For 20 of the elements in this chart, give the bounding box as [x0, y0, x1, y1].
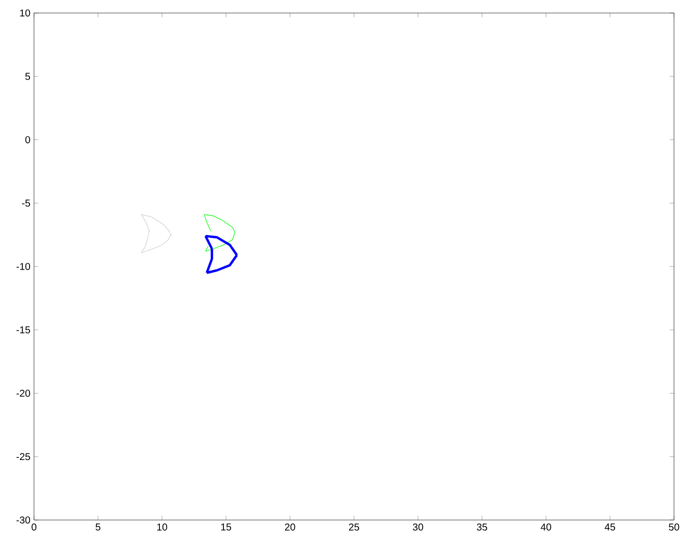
- x-tick-label: 20: [284, 524, 296, 531]
- x-tick-label: 25: [348, 524, 360, 531]
- y-tick-label: -25: [16, 453, 30, 460]
- y-tick-label: -20: [16, 390, 30, 397]
- x-tick-label: 10: [157, 524, 168, 531]
- x-tick-label: 5: [96, 524, 100, 530]
- x-tick-label: 15: [221, 524, 232, 530]
- y-tick-label: -10: [16, 262, 30, 270]
- x-tick-label: 30: [412, 524, 424, 531]
- y-tick-label: -15: [16, 326, 30, 334]
- y-tick-label: 10: [20, 9, 30, 17]
- x-tick-label: 35: [476, 524, 488, 531]
- y-tick-label: 5: [25, 72, 30, 80]
- x-tick-label: 50: [668, 524, 680, 531]
- y-tick-label: 0: [25, 136, 30, 144]
- y-tick-label: -5: [22, 200, 30, 207]
- x-tick-label: 40: [540, 524, 552, 531]
- x-tick-label: 45: [604, 524, 616, 530]
- y-tick-label: -30: [16, 516, 30, 524]
- x-tick-label: 0: [32, 524, 36, 531]
